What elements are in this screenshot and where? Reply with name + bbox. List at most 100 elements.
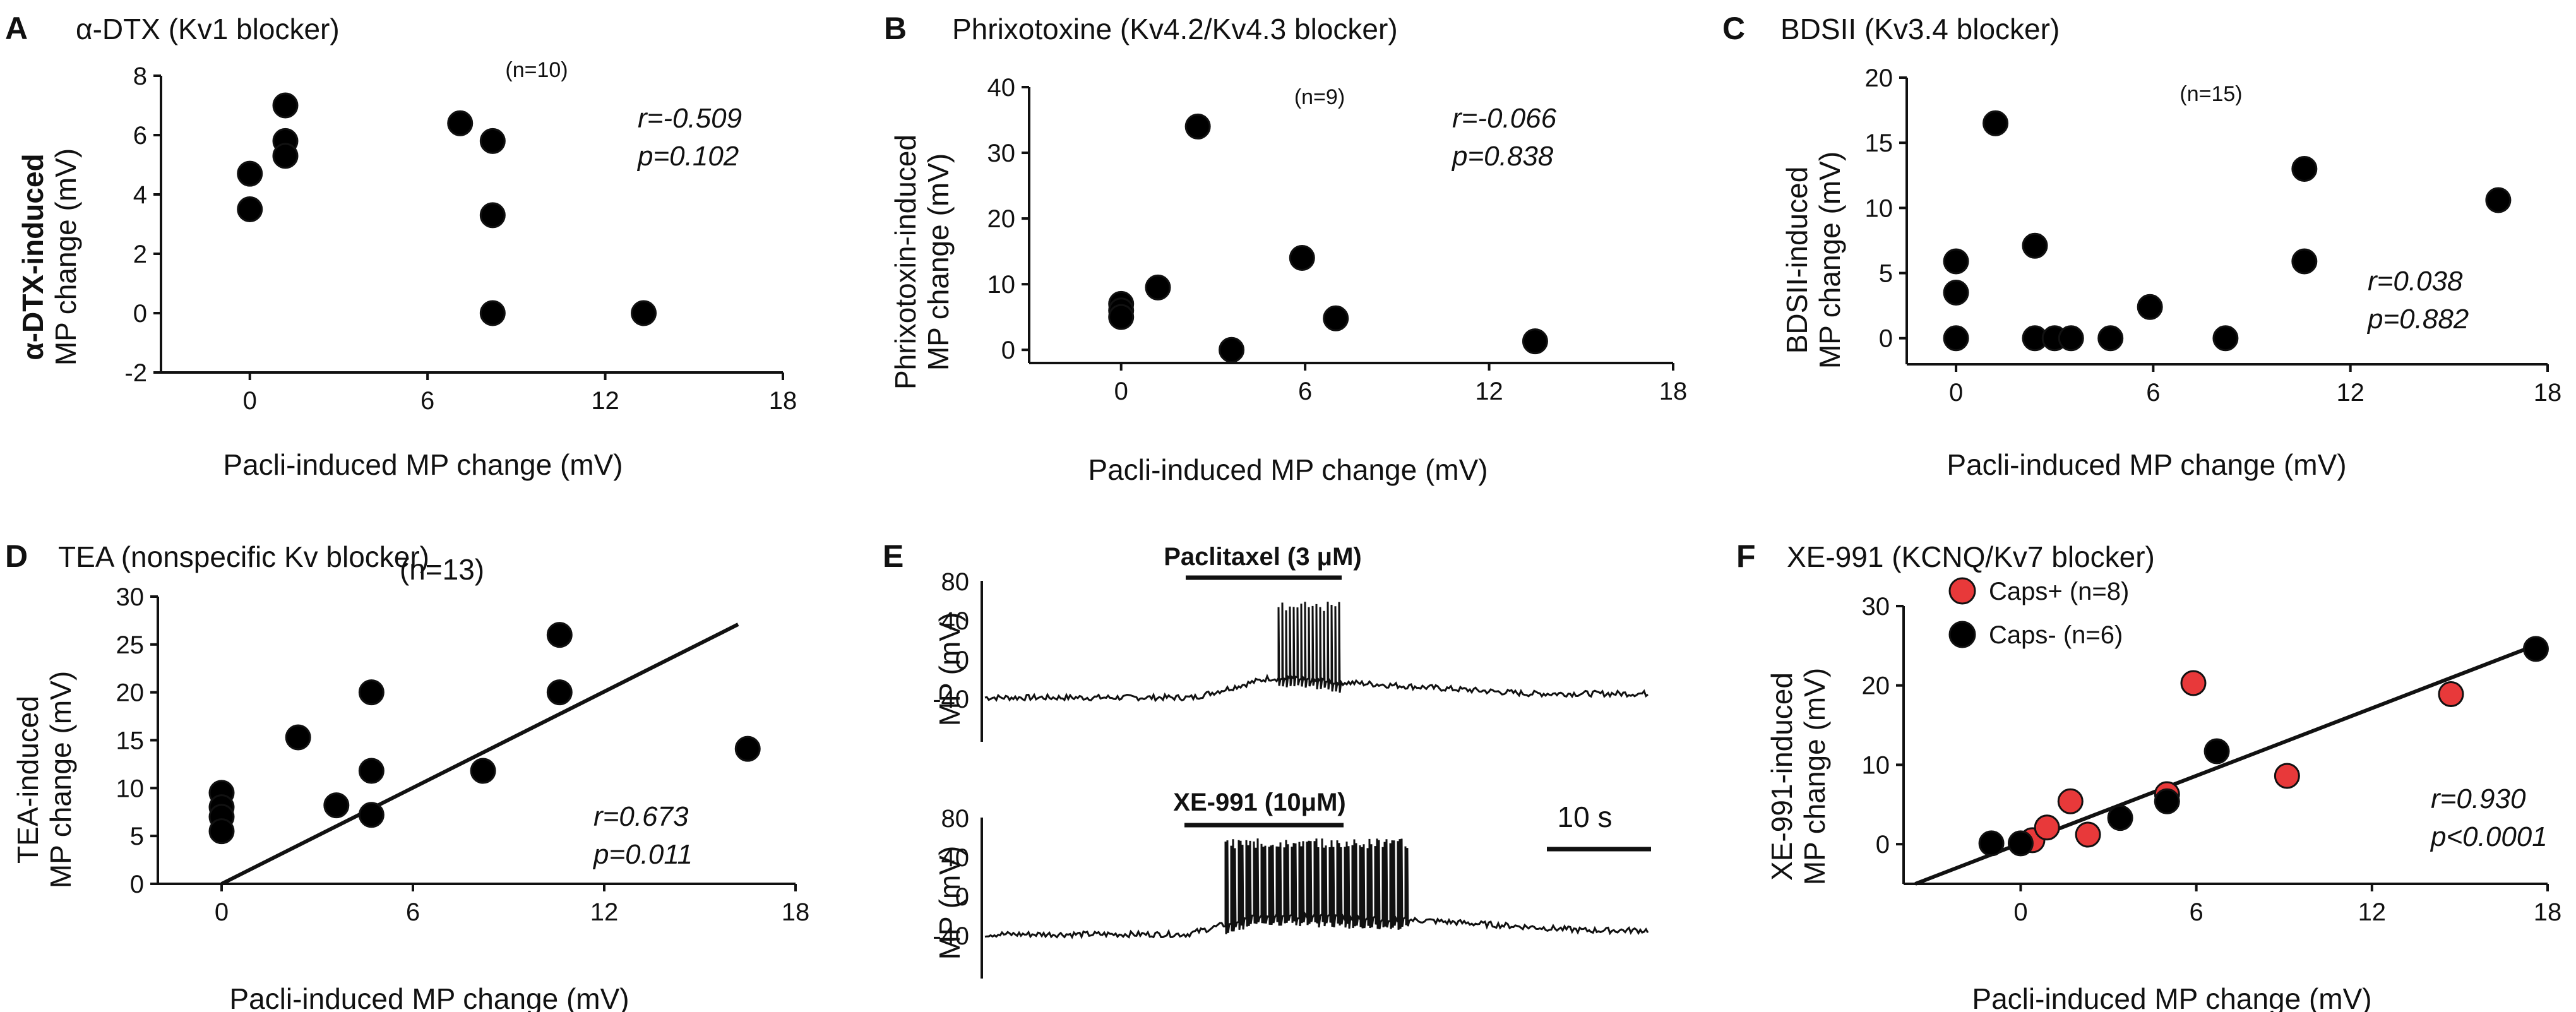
title-b: Phrixotoxine (Kv4.2/Kv4.3 blocker) (952, 13, 1398, 45)
y-axis-label-a-line2: MP change (mV) (49, 148, 82, 366)
data-point-d (208, 818, 235, 845)
panel-label-b: B (884, 11, 907, 46)
n-count-b: (n=9) (1294, 85, 1345, 109)
panel-e-traces: MP (mV) 80 40 0 -40 Paclitaxel (3 μM) MP… (933, 543, 1651, 979)
chart-a: Pacli-induced MP change (mV) α-DTX-induc… (16, 58, 797, 481)
stat-r-f: r=0.930 (2431, 783, 2526, 814)
data-point-d (358, 758, 385, 784)
y-axis-label-b-line1: Phrixotoxin-induced (889, 134, 922, 390)
data-point-f-series1 (2107, 805, 2133, 831)
stat-r-a: r=-0.509 (638, 103, 742, 134)
data-point-c (1943, 280, 1969, 306)
y-axis-label-a-line1: α-DTX-induced (16, 153, 49, 360)
data-point-a (237, 160, 263, 187)
data-point-f-series0 (2438, 681, 2464, 708)
data-point-d (358, 802, 385, 828)
data-point-b (1323, 305, 1349, 331)
y-tick-label-a: 8 (133, 63, 147, 90)
trace2-ylabel: MP (mV) (933, 846, 966, 960)
y-tick-label-f: 10 (1862, 751, 1890, 779)
data-point-d (546, 679, 573, 706)
chart-c: Pacli-induced MP change (mV) BDSII-induc… (1780, 64, 2561, 481)
x-axis-label-d: Pacli-induced MP change (mV) (229, 982, 629, 1012)
data-point-a (272, 143, 299, 169)
x-tick-label-f: 6 (2190, 898, 2203, 926)
trace2-drug-label: XE-991 (10μM) (1173, 789, 1345, 816)
y-tick-label-d: 5 (130, 823, 144, 850)
stat-p-a: p=0.102 (636, 141, 739, 172)
x-axis-label-c: Pacli-induced MP change (mV) (1947, 448, 2346, 481)
data-point-f-series0 (2075, 821, 2101, 848)
trace1-ytick-40: 40 (941, 607, 970, 635)
title-c: BDSII (Kv3.4 blocker) (1780, 13, 2060, 45)
y-axis-label-b-line2: MP change (mV) (922, 153, 955, 371)
data-point-c (1983, 110, 2009, 136)
scale-bar-label: 10 s (1558, 801, 1613, 833)
data-point-b (1289, 245, 1315, 271)
data-point-c (2097, 325, 2124, 352)
y-tick-label-b: 20 (987, 205, 1016, 233)
x-tick-label-c: 12 (2336, 379, 2364, 407)
x-tick-label-c: 6 (2146, 379, 2160, 407)
y-axis-label-c-line1: BDSII-induced (1780, 167, 1813, 354)
data-point-f-series1 (2203, 738, 2230, 765)
regression-line-d (220, 622, 739, 886)
y-tick-label-c: 15 (1865, 129, 1893, 157)
y-axis-label-f-line2: MP change (mV) (1798, 668, 1831, 885)
data-point-f-series0 (2180, 670, 2207, 696)
y-tick-label-c: 0 (1879, 325, 1893, 353)
data-point-d (470, 758, 496, 784)
x-tick-label-a: 18 (769, 387, 797, 415)
trace1-drug-label: Paclitaxel (3 μM) (1164, 543, 1361, 571)
y-tick-label-d: 0 (130, 871, 144, 898)
data-point-a (479, 300, 506, 326)
data-point-c (2212, 325, 2239, 352)
data-point-d (323, 792, 350, 819)
panel-label-e: E (883, 539, 903, 574)
data-point-f-series0 (2034, 814, 2060, 841)
data-point-a (237, 196, 263, 222)
x-axis-label-b: Pacli-induced MP change (mV) (1088, 453, 1488, 486)
stat-r-b: r=-0.066 (1452, 103, 1557, 134)
data-point-c (2022, 232, 2048, 259)
stat-p-b: p=0.838 (1451, 141, 1554, 172)
x-tick-label-d: 0 (215, 898, 229, 926)
y-axis-label-c-line2: MP change (mV) (1813, 152, 1846, 369)
x-tick-label-f: 18 (2534, 898, 2562, 926)
trace2-membrane-potential (984, 838, 1649, 939)
y-tick-label-b: 30 (987, 140, 1016, 167)
x-tick-label-c: 18 (2534, 379, 2562, 407)
stat-p-d: p=0.011 (592, 839, 693, 870)
data-point-a (272, 92, 299, 119)
stat-p-c: p=0.882 (2366, 304, 2469, 335)
legend-label-caps-plus: Caps+ (n=8) (1989, 578, 2129, 605)
data-point-a (447, 110, 474, 136)
data-point-a (631, 300, 657, 326)
stat-p-f: p<0.0001 (2430, 821, 2548, 852)
y-tick-label-a: 4 (133, 181, 147, 209)
trace2-ytick-40: 40 (941, 844, 970, 872)
y-tick-label-d: 10 (116, 775, 145, 802)
y-axis-label-f-line1: XE-991-induced (1765, 672, 1798, 881)
y-tick-label-c: 20 (1865, 64, 1893, 92)
y-tick-label-d: 25 (116, 631, 145, 659)
x-tick-label-f: 0 (2013, 898, 2027, 926)
x-tick-label-f: 12 (2358, 898, 2387, 926)
y-tick-label-b: 0 (1001, 336, 1015, 364)
data-point-b (1108, 304, 1135, 330)
x-tick-label-a: 12 (591, 387, 619, 415)
chart-d: Pacli-induced MP change (mV) TEA-induced… (11, 553, 809, 1012)
x-tick-label-b: 18 (1659, 378, 1688, 405)
panel-label-a: A (5, 11, 28, 46)
data-point-d (285, 724, 311, 751)
y-tick-label-f: 20 (1862, 672, 1890, 700)
data-point-f-series0 (2057, 788, 2084, 814)
y-axis-label-d-line1: TEA-induced (11, 696, 44, 864)
data-point-b (1145, 274, 1171, 301)
stat-r-d: r=0.673 (593, 801, 689, 832)
x-tick-label-a: 0 (243, 387, 257, 415)
data-point-c (2291, 155, 2318, 182)
trace1-ytick-neg40: -40 (933, 686, 969, 713)
panel-label-f: F (1736, 539, 1756, 574)
data-point-f-series1 (2007, 830, 2034, 857)
